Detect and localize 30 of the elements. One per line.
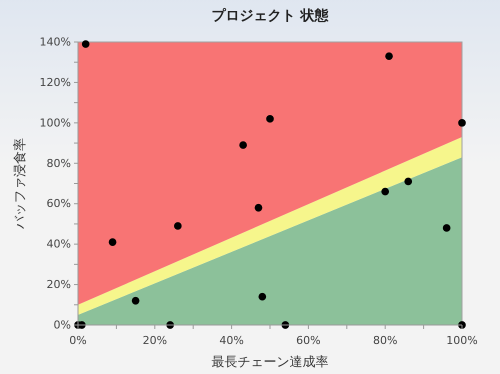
x-tick-label: 0% xyxy=(69,334,87,348)
point xyxy=(258,292,266,301)
y-tick-label: 60% xyxy=(46,197,71,210)
y-tick-label: 20% xyxy=(46,278,71,292)
y-tick-label: 80% xyxy=(46,156,71,170)
point xyxy=(442,224,450,232)
y-tick-label: 140% xyxy=(40,36,71,49)
point xyxy=(404,178,412,186)
point xyxy=(239,141,247,149)
point xyxy=(381,188,390,196)
x-tick-label: 80% xyxy=(372,334,398,348)
point xyxy=(132,296,140,305)
y-tick-label: 120% xyxy=(40,76,71,89)
x-tick-label: 40% xyxy=(219,334,244,348)
point xyxy=(458,119,466,127)
point xyxy=(266,114,274,123)
y-tick-label: 100% xyxy=(40,116,71,130)
point xyxy=(385,52,393,60)
point xyxy=(108,238,116,246)
y-axis-title: バッファ浸食率 xyxy=(12,138,28,230)
x-axis-title: 最長チェーン達成率 xyxy=(212,354,328,370)
point xyxy=(254,204,262,212)
x-tick-label: 20% xyxy=(142,334,168,348)
x-tick-label: 100% xyxy=(446,334,478,348)
y-tick-label: 0% xyxy=(54,318,71,332)
chart-title: プロジェクト 状態 xyxy=(212,7,330,24)
x-tick-label: 60% xyxy=(296,334,321,348)
y-tick-label: 40% xyxy=(46,238,71,251)
point xyxy=(174,222,182,230)
point xyxy=(82,40,90,48)
